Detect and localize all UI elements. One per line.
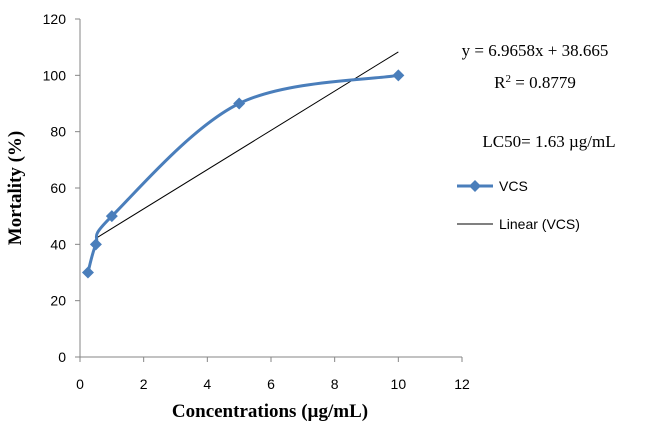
y-tick-label: 60 (50, 180, 66, 196)
series-layer (81, 69, 405, 279)
trendline-layer (95, 51, 399, 239)
x-tick-label: 8 (331, 376, 339, 392)
lc50-label: LC50= 1.63 µg/mL (482, 132, 615, 151)
trendline (95, 51, 399, 239)
legend-vcs-marker (469, 180, 481, 192)
x-tick-label: 12 (454, 376, 470, 392)
vcs-data-point (81, 266, 94, 279)
r-squared-value: = 0.8779 (511, 73, 576, 92)
y-tick-label: 0 (58, 349, 66, 365)
x-axis-title: Concentrations (µg/mL) (172, 401, 368, 422)
legend-vcs-label: VCS (499, 178, 528, 194)
vcs-data-point (89, 238, 102, 251)
r-squared-superscript: 2 (506, 73, 512, 85)
vcs-data-point (105, 210, 118, 223)
x-tick-label: 6 (267, 376, 275, 392)
x-tick-label: 10 (391, 376, 407, 392)
legend-linear-label: Linear (VCS) (499, 216, 580, 232)
r-squared-label: R2 = 0.8779 (494, 73, 576, 92)
y-tick-label: 80 (50, 124, 66, 140)
trendline-equation: y = 6.9658x + 38.665 (462, 41, 609, 60)
r-squared-prefix: R (494, 73, 506, 92)
vcs-data-point (392, 69, 405, 82)
legend: VCS Linear (VCS) (457, 178, 580, 232)
y-tick-label: 40 (50, 236, 66, 252)
x-tick-label: 2 (140, 376, 148, 392)
y-tick-label: 100 (43, 67, 67, 83)
x-tick-labels: 0 2 4 6 8 10 12 (76, 357, 470, 392)
x-tick-label: 0 (76, 376, 84, 392)
x-tick-label: 4 (203, 376, 211, 392)
y-axis-title: Mortality (%) (5, 131, 26, 245)
vcs-data-point (233, 97, 246, 110)
y-tick-label: 20 (50, 293, 66, 309)
y-tick-labels: 0 20 40 60 80 100 120 (43, 11, 80, 365)
y-tick-label: 120 (43, 11, 67, 27)
